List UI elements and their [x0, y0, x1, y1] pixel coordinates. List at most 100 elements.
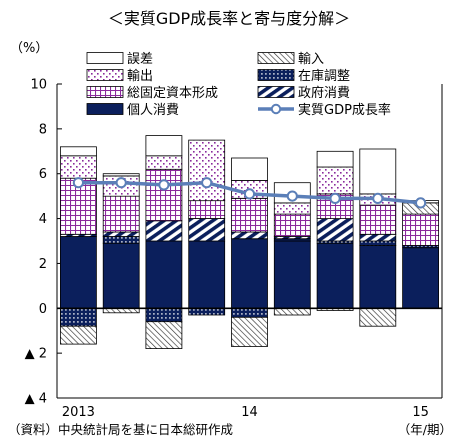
bar-segment: [188, 139, 226, 202]
bar-segment: [60, 155, 97, 179]
bar-stack: [60, 146, 97, 345]
legend-item: 在庫調整: [257, 69, 350, 84]
legend-swatch: [257, 52, 295, 64]
gdp-growth-marker: [286, 190, 298, 202]
y-tick-label: ▲ 2: [25, 347, 47, 362]
legend-item: 政府消費: [257, 86, 350, 101]
gdp-growth-marker: [201, 177, 213, 189]
x-year-label: 2013: [62, 405, 95, 420]
bar-segment: [145, 135, 183, 157]
bar-segment: [145, 168, 183, 222]
bar-segment: [60, 307, 97, 327]
y-tick-label: 8: [39, 122, 47, 137]
plot-area: [56, 84, 443, 399]
y-tick-label: 4: [39, 212, 47, 227]
legend-item: 誤差: [86, 51, 153, 67]
gdp-growth-marker: [158, 179, 170, 191]
legend-item: 輸出: [86, 69, 153, 84]
legend-swatch: [86, 86, 124, 98]
bar-stacks: [60, 135, 440, 350]
bar-segment: [188, 307, 226, 316]
bar-segment: [231, 197, 268, 233]
bar-stack: [359, 148, 397, 327]
gdp-growth-marker: [415, 197, 427, 209]
bar-segment: [60, 146, 97, 157]
bar-segment: [145, 240, 183, 309]
bar-segment: [359, 307, 397, 327]
bar-segment: [145, 307, 183, 323]
legend-item: 総固定資本形成: [86, 86, 218, 101]
bar-segment: [273, 307, 311, 316]
legend-line-marker: [270, 103, 282, 115]
bar-segment: [188, 200, 226, 219]
legend-label: 輸入: [298, 52, 324, 67]
bar-stack: [402, 200, 440, 309]
bar-segment: [60, 325, 97, 345]
bar-segment: [188, 240, 226, 309]
legend-item: 輸入: [257, 52, 324, 67]
gdp-growth-marker: [372, 192, 384, 204]
legend-swatch: [86, 52, 124, 64]
bar-segment: [102, 173, 140, 177]
bar-segment: [188, 218, 226, 242]
bar-segment: [102, 242, 140, 309]
legend-item: 実質GDP成長率: [258, 102, 391, 118]
bar-stack: [188, 139, 226, 316]
y-tick-label: ▲ 4: [25, 392, 47, 407]
bar-segment: [273, 213, 311, 237]
bar-segment: [231, 231, 268, 240]
bar-segment: [402, 247, 440, 309]
bar-segment: [231, 157, 268, 181]
gdp-growth-marker: [329, 192, 341, 204]
chart-title: ＜実質GDP成長率と寄与度分解＞: [108, 9, 350, 28]
y-axis-unit-label: （%）: [10, 41, 48, 56]
bar-segment: [231, 307, 268, 318]
legend-label: 実質GDP成長率: [298, 102, 391, 118]
bar-segment: [359, 240, 397, 246]
gdp-growth-marker: [243, 188, 256, 200]
x-year-label: 14: [241, 405, 258, 420]
y-axis-ticks: 10 8 6 4 2 0 ▲ 2 ▲ 4: [25, 78, 62, 407]
bar-segment: [316, 242, 354, 309]
x-year-label: 15: [412, 405, 429, 420]
legend-swatch: [86, 69, 124, 81]
x-axis-unit: （年/期）: [398, 422, 452, 437]
bar-stack: [231, 157, 268, 347]
bar-segment: [145, 220, 183, 242]
bar-segment: [273, 202, 311, 215]
bar-segment: [402, 213, 440, 246]
bar-segment: [316, 166, 354, 195]
legend-label: 個人消費: [127, 103, 179, 118]
bar-segment: [60, 236, 97, 309]
bar-stack: [102, 173, 140, 314]
x-axis-labels: 2013 14 15: [62, 405, 429, 420]
bar-segment: [145, 155, 183, 170]
bar-segment: [359, 233, 397, 242]
gdp-growth-marker: [115, 177, 127, 189]
y-tick-label: 6: [39, 167, 47, 182]
bar-segment: [359, 245, 397, 309]
bar-segment: [102, 195, 140, 233]
legend-label: 誤差: [127, 51, 153, 67]
legend-item: 個人消費: [86, 103, 179, 118]
legend-swatch: [86, 103, 124, 115]
legend-swatch: [257, 86, 295, 98]
legend-label: 輸出: [127, 69, 153, 84]
bar-segment: [273, 240, 311, 309]
bar-segment: [102, 231, 140, 237]
bar-segment: [102, 236, 140, 244]
y-tick-label: 2: [39, 257, 47, 272]
gdp-growth-marker: [72, 177, 85, 189]
bar-segment: [316, 150, 354, 168]
bar-segment: [231, 238, 268, 309]
bar-segment: [145, 321, 183, 350]
bar-segment: [359, 204, 397, 235]
source-note: （資料）中央統計局を基に日本総研作成: [8, 422, 233, 437]
legend-label: 政府消費: [298, 86, 350, 101]
bar-segment: [231, 316, 268, 347]
bar-stack: [145, 135, 183, 350]
y-tick-label: 10: [30, 78, 47, 93]
legend-label: 総固定資本形成: [127, 86, 218, 101]
